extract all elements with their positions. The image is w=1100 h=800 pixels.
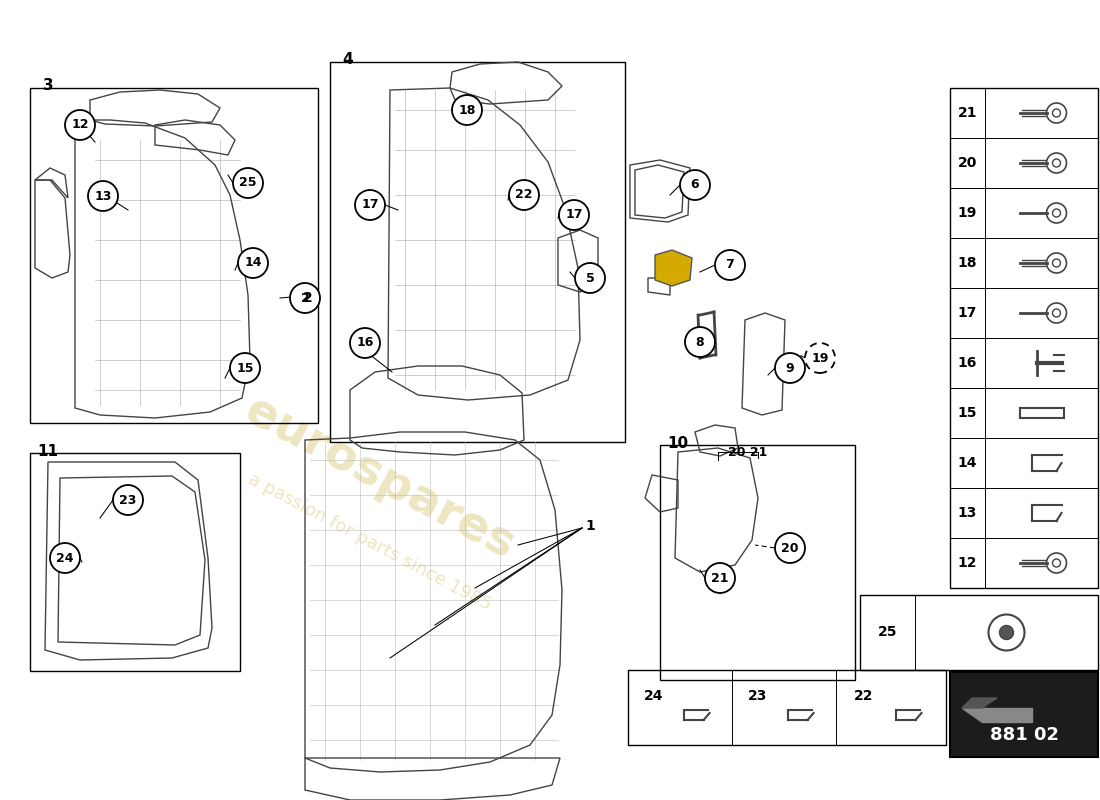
Text: 12: 12 <box>958 556 977 570</box>
Text: 17: 17 <box>361 198 378 211</box>
Text: a passion for parts since 1985: a passion for parts since 1985 <box>245 470 495 614</box>
Text: 17: 17 <box>958 306 977 320</box>
Text: 18: 18 <box>459 103 475 117</box>
Text: 15: 15 <box>958 406 977 420</box>
Polygon shape <box>654 250 692 286</box>
Bar <box>30 88 318 423</box>
Bar <box>628 670 946 745</box>
Text: 22: 22 <box>854 690 873 703</box>
Circle shape <box>233 168 263 198</box>
Circle shape <box>113 485 143 515</box>
Circle shape <box>776 533 805 563</box>
Text: 20: 20 <box>958 156 977 170</box>
Text: 13: 13 <box>95 190 112 202</box>
Text: 2: 2 <box>300 291 309 305</box>
Text: 20: 20 <box>781 542 799 554</box>
Text: 16: 16 <box>958 356 977 370</box>
Circle shape <box>88 181 118 211</box>
Text: 4: 4 <box>343 53 353 67</box>
Circle shape <box>238 248 268 278</box>
Circle shape <box>355 190 385 220</box>
Text: 8: 8 <box>695 335 704 349</box>
Bar <box>30 453 240 671</box>
Bar <box>950 88 1098 588</box>
Circle shape <box>685 327 715 357</box>
Text: 12: 12 <box>72 118 89 131</box>
Text: 2: 2 <box>304 291 312 305</box>
Text: 3: 3 <box>43 78 53 94</box>
Circle shape <box>290 283 320 313</box>
Text: 21: 21 <box>958 106 977 120</box>
Text: 20 21: 20 21 <box>728 446 768 458</box>
Circle shape <box>452 95 482 125</box>
Bar <box>660 445 855 680</box>
Text: 18: 18 <box>958 256 977 270</box>
Circle shape <box>1000 626 1013 639</box>
Circle shape <box>715 250 745 280</box>
Polygon shape <box>962 698 997 708</box>
Circle shape <box>65 110 95 140</box>
Text: 11: 11 <box>37 443 58 458</box>
Circle shape <box>680 170 710 200</box>
Text: 22: 22 <box>515 189 532 202</box>
Circle shape <box>509 180 539 210</box>
Text: eurospares: eurospares <box>238 388 522 568</box>
Text: 17: 17 <box>565 209 583 222</box>
Circle shape <box>230 353 260 383</box>
Bar <box>950 672 1098 757</box>
Text: 5: 5 <box>585 271 594 285</box>
Text: 24: 24 <box>645 690 663 703</box>
Text: 881 02: 881 02 <box>990 726 1058 744</box>
Circle shape <box>559 200 588 230</box>
Circle shape <box>350 328 380 358</box>
Text: 25: 25 <box>878 626 898 639</box>
Circle shape <box>705 563 735 593</box>
Text: 14: 14 <box>244 257 262 270</box>
Text: 15: 15 <box>236 362 254 374</box>
Text: 16: 16 <box>356 337 374 350</box>
Text: 23: 23 <box>119 494 136 506</box>
Text: 19: 19 <box>812 351 828 365</box>
Polygon shape <box>962 708 1032 722</box>
Text: 25: 25 <box>240 177 256 190</box>
Text: 6: 6 <box>691 178 700 191</box>
Text: 19: 19 <box>958 206 977 220</box>
Text: 21: 21 <box>712 571 728 585</box>
Text: 10: 10 <box>668 435 689 450</box>
Bar <box>330 62 625 442</box>
Circle shape <box>575 263 605 293</box>
Text: 13: 13 <box>958 506 977 520</box>
Text: 1: 1 <box>585 519 595 533</box>
Bar <box>860 595 1098 670</box>
Text: 9: 9 <box>785 362 794 374</box>
Circle shape <box>50 543 80 573</box>
Text: 24: 24 <box>56 551 74 565</box>
Text: 23: 23 <box>748 690 768 703</box>
Circle shape <box>805 343 835 373</box>
Text: 14: 14 <box>958 456 977 470</box>
Circle shape <box>776 353 805 383</box>
Text: 7: 7 <box>726 258 735 271</box>
